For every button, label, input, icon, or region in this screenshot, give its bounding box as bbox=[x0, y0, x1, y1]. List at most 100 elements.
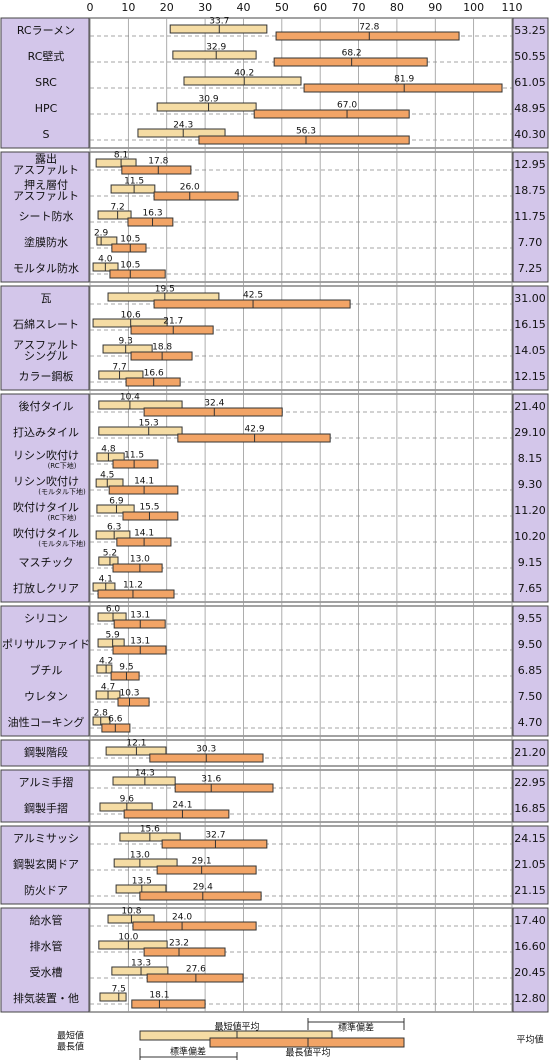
label-panel bbox=[0, 151, 90, 283]
average-value: 16.85 bbox=[514, 802, 546, 815]
long-bar bbox=[253, 109, 410, 119]
row-label: アスファルト bbox=[13, 164, 79, 177]
average-value: 48.95 bbox=[514, 102, 546, 115]
short-bar bbox=[98, 426, 183, 436]
legend-label: 最長値 bbox=[57, 1041, 84, 1053]
short-bar bbox=[99, 992, 127, 1002]
x-tick-label: 90 bbox=[428, 1, 442, 14]
long-bar bbox=[153, 191, 239, 201]
long-bar bbox=[275, 31, 460, 41]
long-mean-label: 15.5 bbox=[139, 503, 159, 513]
long-mean-label: 56.3 bbox=[296, 127, 316, 137]
long-bar bbox=[177, 433, 331, 443]
long-mean-label: 13.0 bbox=[130, 555, 150, 565]
short-mean-label: 33.7 bbox=[209, 17, 229, 27]
row-label: 鋼製階段 bbox=[24, 745, 68, 759]
row-label: シングル bbox=[24, 349, 68, 363]
short-mean-label: 2.8 bbox=[94, 709, 109, 719]
average-panel bbox=[512, 285, 549, 391]
legend-label: 最長値平均 bbox=[285, 1047, 330, 1059]
x-tick-label: 100 bbox=[463, 1, 484, 14]
average-value: 29.10 bbox=[514, 426, 546, 439]
row-label: 排気装置・他 bbox=[13, 991, 79, 1005]
long-bar bbox=[112, 459, 159, 469]
average-panel bbox=[512, 605, 549, 737]
x-tick-label: 110 bbox=[502, 1, 523, 14]
short-bar bbox=[96, 664, 113, 674]
short-mean-label: 4.1 bbox=[99, 575, 113, 585]
short-bar bbox=[137, 128, 226, 138]
row-label: アスファルト bbox=[13, 339, 79, 352]
long-mean-label: 26.0 bbox=[180, 183, 200, 193]
long-bar bbox=[130, 351, 193, 361]
long-bar bbox=[161, 839, 268, 849]
long-mean-label: 13.1 bbox=[130, 637, 150, 647]
row-label: アルミサッシ bbox=[13, 832, 79, 845]
short-bar bbox=[92, 318, 168, 328]
short-mean-label: 30.9 bbox=[199, 95, 219, 105]
long-mean-label: 18.1 bbox=[149, 991, 169, 1001]
short-bar bbox=[169, 24, 268, 34]
average-value: 7.25 bbox=[518, 262, 543, 275]
long-bar bbox=[109, 269, 166, 279]
short-mean-label: 7.7 bbox=[112, 363, 126, 373]
short-mean-label: 9.6 bbox=[120, 795, 135, 805]
short-bar bbox=[172, 50, 257, 60]
short-bar bbox=[113, 858, 178, 868]
long-bar bbox=[156, 865, 257, 875]
average-value: 14.05 bbox=[514, 344, 546, 357]
average-panel bbox=[512, 769, 549, 823]
long-bar bbox=[146, 973, 244, 983]
short-mean-label: 24.3 bbox=[173, 121, 193, 131]
row-label: アルミ手摺 bbox=[19, 775, 74, 789]
label-panel bbox=[0, 393, 90, 603]
x-tick-label: 10 bbox=[121, 1, 135, 14]
long-mean-label: 10.3 bbox=[119, 689, 139, 699]
average-value: 16.15 bbox=[514, 318, 546, 331]
average-panel bbox=[512, 17, 549, 149]
average-value: 53.25 bbox=[514, 24, 546, 37]
long-bar bbox=[174, 783, 274, 793]
average-value: 21.20 bbox=[514, 746, 546, 759]
short-bar bbox=[96, 236, 118, 246]
long-bar bbox=[303, 83, 503, 93]
short-bar bbox=[110, 184, 156, 194]
long-mean-label: 11.5 bbox=[124, 451, 144, 461]
long-mean-label: 14.1 bbox=[134, 529, 154, 539]
legend-label: 最短値 bbox=[57, 1030, 84, 1042]
long-bar bbox=[198, 135, 410, 145]
row-label: 吹付けタイル bbox=[13, 501, 79, 514]
x-tick-label: 50 bbox=[275, 1, 289, 14]
long-bar bbox=[112, 563, 163, 573]
average-value: 9.50 bbox=[518, 638, 543, 651]
row-label: 瓦 bbox=[41, 292, 52, 305]
short-mean-label: 2.9 bbox=[94, 229, 109, 239]
short-mean-label: 7.2 bbox=[110, 203, 124, 213]
row-label: S bbox=[43, 128, 50, 141]
row-label: 鋼製手摺 bbox=[24, 801, 68, 815]
long-mean-label: 18.8 bbox=[152, 343, 172, 353]
short-mean-label: 6.9 bbox=[109, 497, 124, 507]
row-label: カラー鋼板 bbox=[19, 369, 74, 383]
short-mean-label: 15.3 bbox=[139, 419, 159, 429]
long-mean-label: 29.4 bbox=[193, 883, 213, 893]
short-mean-label: 11.5 bbox=[124, 177, 144, 187]
average-value: 50.55 bbox=[514, 50, 546, 63]
long-mean-label: 72.8 bbox=[359, 23, 379, 33]
row-label: リシン吹付け bbox=[13, 449, 79, 462]
short-mean-label: 32.9 bbox=[206, 43, 226, 53]
short-bar bbox=[95, 158, 137, 168]
long-mean-label: 31.6 bbox=[201, 775, 221, 785]
short-mean-label: 10.0 bbox=[118, 933, 138, 943]
long-bar bbox=[139, 891, 262, 901]
legend-long-bar bbox=[209, 1037, 405, 1048]
row-label: 打放しクリア bbox=[13, 581, 79, 595]
long-mean-label: 32.4 bbox=[204, 399, 224, 409]
long-bar bbox=[123, 809, 230, 819]
long-bar bbox=[273, 57, 428, 67]
label-panel bbox=[0, 825, 90, 905]
average-value: 17.40 bbox=[514, 914, 546, 927]
legend-label: 平均値 bbox=[516, 1034, 543, 1046]
label-panel bbox=[0, 739, 90, 767]
